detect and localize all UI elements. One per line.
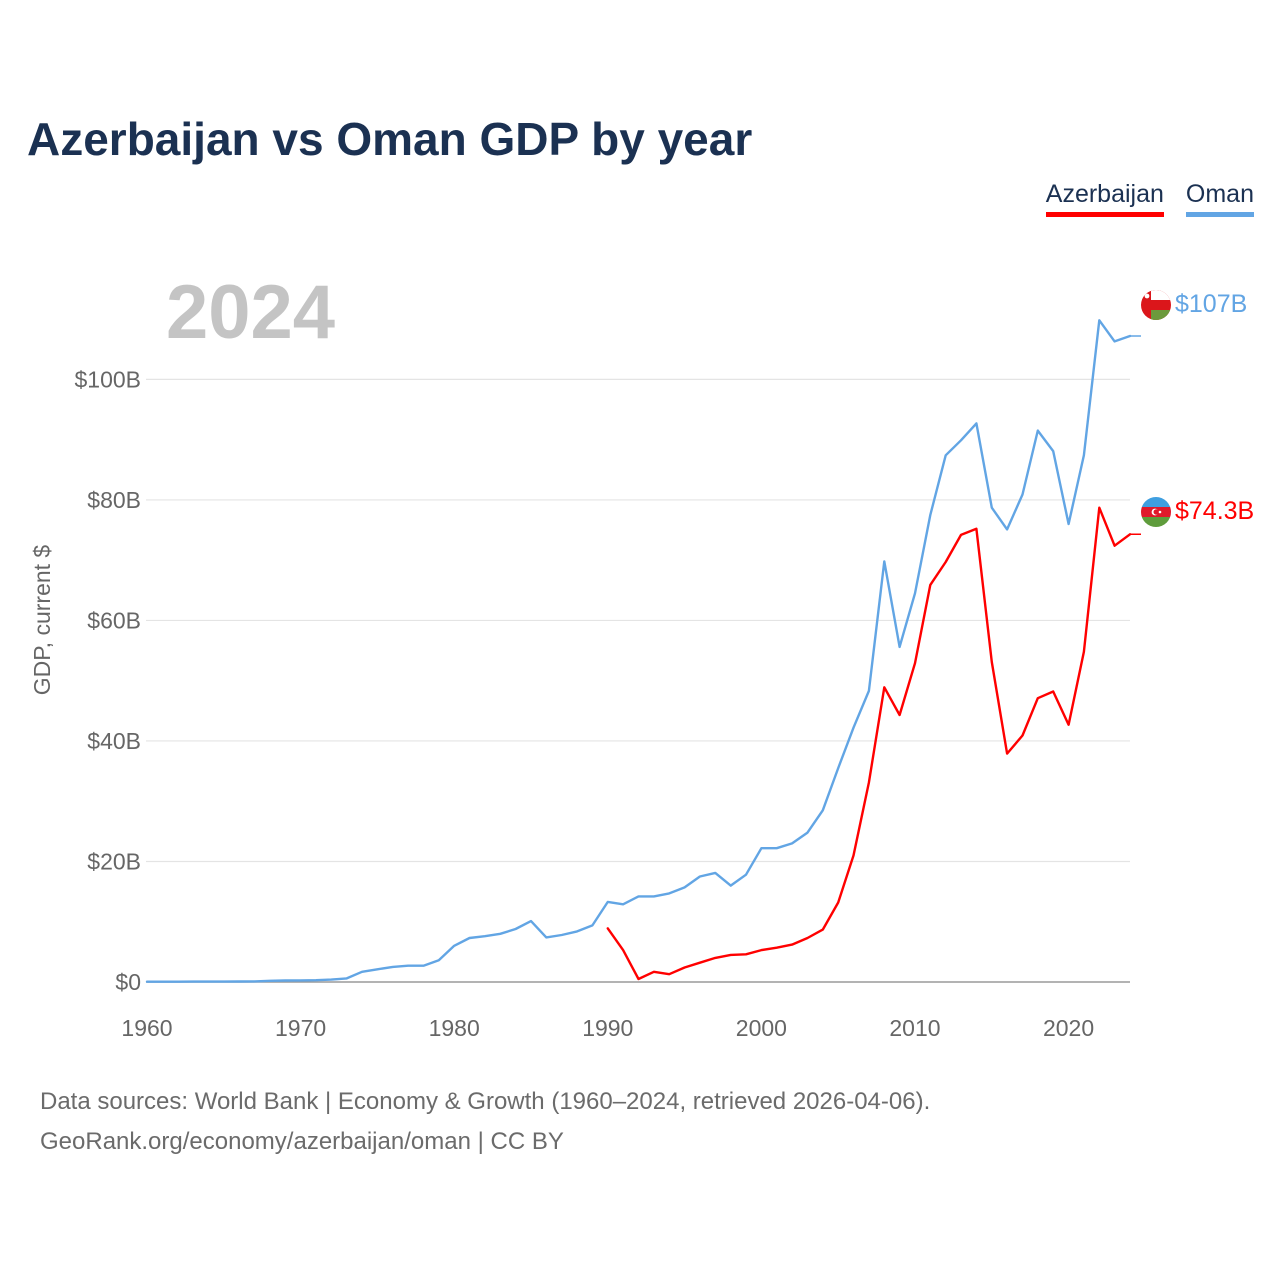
y-tick-label: $100B <box>74 366 141 392</box>
source-line: Data sources: World Bank | Economy & Gro… <box>40 1088 931 1115</box>
chart-title: Azerbaijan vs Oman GDP by year <box>27 113 753 165</box>
credit-line: GeoRank.org/economy/azerbaijan/oman | CC… <box>40 1128 564 1155</box>
y-tick-label: $0 <box>115 969 141 995</box>
legend-item-oman[interactable]: Oman <box>1185 180 1254 217</box>
x-tick-label: 1960 <box>121 1015 172 1041</box>
x-tick-label: 1980 <box>429 1015 480 1041</box>
footer: Data sources: World Bank | Economy & Gro… <box>40 1082 930 1162</box>
x-tick-label: 2020 <box>1043 1015 1094 1041</box>
y-tick-label: $20B <box>87 848 141 874</box>
oman-end-value: $107B <box>1175 290 1247 318</box>
oman-flag-icon <box>1141 290 1171 320</box>
y-tick-label: $80B <box>87 487 141 513</box>
legend: Azerbaijan Oman <box>1045 180 1254 217</box>
x-tick-label: 1970 <box>275 1015 326 1041</box>
series-line-azerbaijan <box>606 506 1132 981</box>
x-tick-label: 2000 <box>736 1015 787 1041</box>
azerbaijan-flag-icon <box>1141 497 1171 527</box>
y-tick-label: $40B <box>87 728 141 754</box>
y-axis-label: GDP, current $ <box>29 545 55 696</box>
year-watermark: 2024 <box>166 270 335 355</box>
azerbaijan-end-value: $74.3B <box>1175 497 1254 525</box>
x-tick-label: 2010 <box>889 1015 940 1041</box>
y-tick-label: $60B <box>87 607 141 633</box>
x-tick-label: 1990 <box>582 1015 633 1041</box>
series-line-oman <box>145 319 1132 983</box>
legend-item-azerbaijan[interactable]: Azerbaijan <box>1045 180 1164 217</box>
